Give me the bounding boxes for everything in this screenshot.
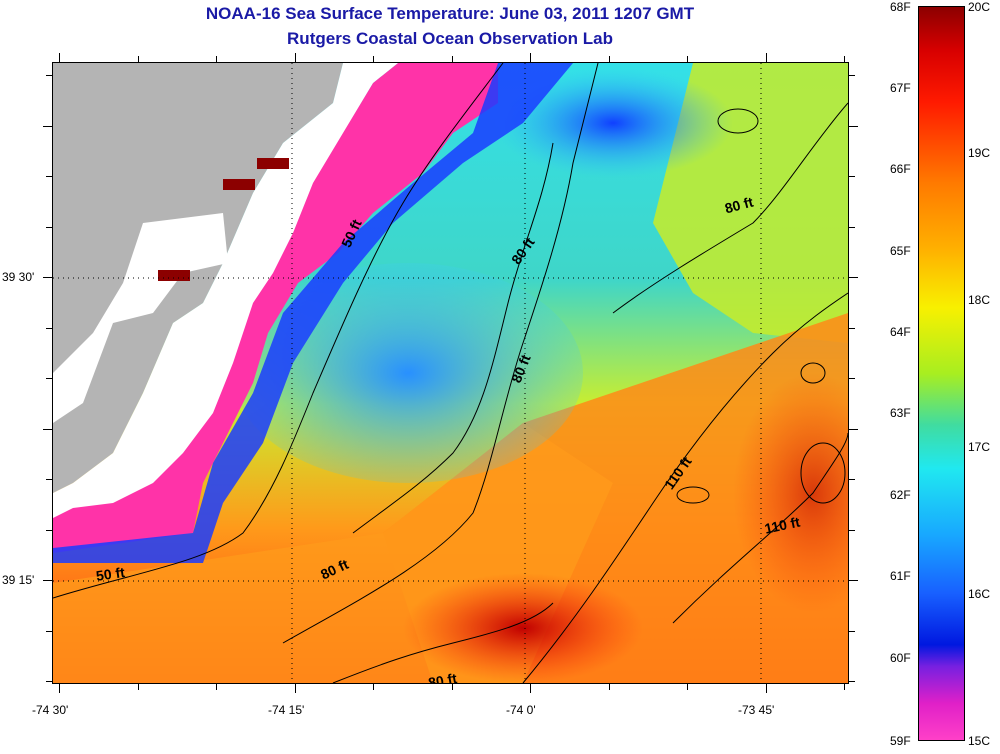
axis-tick (687, 56, 688, 62)
axis-tick (849, 428, 858, 430)
contour-80ft-c (612, 102, 848, 314)
land-marker (257, 158, 289, 169)
lon-label: -74 0' (506, 703, 536, 717)
colorbar-c-label: 15C (968, 734, 991, 748)
cool-top (493, 68, 733, 178)
contour-blob (800, 442, 846, 504)
axis-tick (849, 479, 855, 480)
axis-tick (687, 684, 688, 690)
axis-tick (849, 176, 855, 177)
axis-tick (46, 529, 52, 531)
temperature-colorbar (918, 6, 965, 741)
axis-tick (46, 75, 52, 76)
colorbar-c-label: 20C (968, 0, 991, 14)
axis-tick (849, 681, 855, 682)
colorbar-f-label: 64F (890, 325, 911, 339)
axis-tick (46, 630, 52, 632)
coastal-cold-band (53, 63, 498, 553)
contour-110ft-a (522, 292, 848, 683)
axis-tick (530, 684, 531, 693)
axis-tick (844, 684, 845, 690)
contour-80ft-a (282, 63, 599, 644)
axis-tick (137, 56, 139, 62)
lon-label: -74 30' (32, 703, 69, 717)
warm-core (403, 573, 643, 683)
axis-tick (608, 684, 610, 690)
axis-tick (294, 684, 296, 693)
contour-80ft-south (332, 602, 554, 683)
colorbar-f-label: 66F (890, 162, 911, 176)
axis-tick (43, 428, 52, 430)
axis-tick (46, 327, 52, 329)
map-title: NOAA-16 Sea Surface Temperature: June 03… (205, 4, 695, 23)
axis-tick (844, 56, 845, 62)
axis-tick (216, 56, 217, 62)
lon-label: -73 45' (738, 703, 775, 717)
colorbar-c-label: 17C (968, 440, 991, 454)
colorbar-f-label: 62F (890, 488, 911, 502)
axis-tick (765, 53, 767, 62)
colorbar-f-label: 68F (890, 0, 911, 14)
colorbar-f-label: 65F (890, 244, 911, 258)
colorbar-c-label: 16C (968, 587, 991, 601)
colorbar-gradient (919, 7, 964, 740)
contour-blob (800, 362, 826, 384)
axis-tick (43, 277, 52, 278)
contour-110ft-b (672, 432, 848, 624)
lon-label: -74 15' (268, 703, 305, 717)
land-marker (223, 179, 255, 190)
axis-tick (849, 75, 855, 76)
coastal-blue-edge (53, 63, 573, 563)
axis-tick (294, 53, 296, 62)
warm-core-se (733, 373, 848, 613)
contour-50ft (53, 63, 504, 599)
colorbar-c-label: 18C (968, 293, 991, 307)
axis-tick (59, 684, 60, 693)
axis-tick (43, 580, 52, 581)
contour-80ft-b (352, 142, 554, 534)
axis-tick (137, 684, 139, 690)
bay-mask (53, 213, 228, 423)
sst-map: 50 ft 80 ft 80 ft 80 ft 110 ft 110 ft 80… (52, 62, 849, 684)
colorbar-f-label: 61F (890, 569, 911, 583)
axis-tick (46, 479, 52, 480)
axis-tick (373, 684, 374, 690)
axis-tick (849, 580, 858, 581)
axis-tick (59, 53, 60, 62)
axis-tick (849, 327, 855, 329)
axis-tick (849, 529, 855, 531)
sst-map-canvas (53, 63, 848, 683)
lat-label: 39 30' (2, 270, 35, 284)
axis-tick (849, 125, 858, 127)
axis-tick (451, 56, 453, 62)
axis-tick (849, 277, 858, 278)
axis-tick (46, 681, 52, 682)
colorbar-f-label: 67F (890, 81, 911, 95)
axis-tick (530, 53, 531, 62)
axis-tick (373, 56, 374, 62)
lat-label: 39 15' (2, 573, 35, 587)
axis-tick (46, 226, 52, 228)
axis-tick (849, 226, 855, 228)
axis-tick (216, 684, 217, 690)
colorbar-f-label: 59F (890, 734, 911, 748)
map-subtitle: Rutgers Coastal Ocean Observation Lab (287, 29, 613, 48)
axis-tick (608, 56, 610, 62)
colorbar-c-label: 19C (968, 146, 991, 160)
axis-tick (451, 684, 453, 690)
axis-tick (43, 125, 52, 127)
colorbar-f-label: 60F (890, 651, 911, 665)
axis-tick (849, 378, 855, 379)
coast-mask (53, 63, 398, 518)
axis-tick (849, 630, 855, 632)
axis-tick (46, 378, 52, 379)
land-marker (158, 270, 190, 281)
colorbar-f-label: 63F (890, 406, 911, 420)
axis-tick (46, 176, 52, 177)
axis-tick (765, 684, 767, 693)
contour-blob (717, 108, 759, 134)
contour-blob (676, 486, 710, 504)
